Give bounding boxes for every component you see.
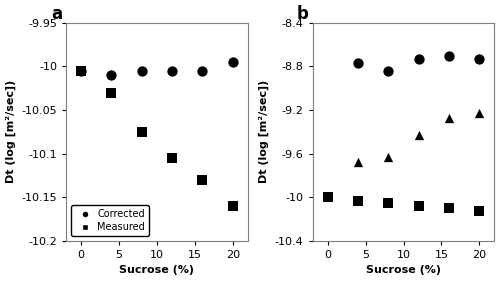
Point (414, 56, 422, 61)
Text: a: a (52, 5, 62, 23)
Point (354, 61, 362, 65)
Legend: Corrected, Measured: Corrected, Measured (71, 205, 149, 236)
Point (198, 178, 206, 182)
Y-axis label: Dt (log [m²/sec]): Dt (log [m²/sec]) (6, 80, 16, 183)
Point (476, 56, 484, 61)
Point (108, 73, 116, 78)
Point (384, 69, 392, 73)
Point (354, 198, 362, 203)
Point (138, 69, 146, 73)
Point (138, 130, 146, 134)
Point (77, 69, 85, 73)
Point (354, 160, 362, 165)
Point (228, 204, 236, 208)
Point (384, 155, 392, 159)
Point (414, 133, 422, 137)
Point (324, 195, 332, 200)
Point (108, 90, 116, 95)
Point (384, 200, 392, 205)
Y-axis label: Dt (log [m²/sec]): Dt (log [m²/sec]) (259, 80, 270, 183)
Point (445, 115, 453, 120)
Point (168, 69, 176, 73)
Point (445, 206, 453, 210)
Point (476, 111, 484, 115)
Point (168, 156, 176, 160)
Point (198, 69, 206, 73)
Point (445, 53, 453, 58)
Point (228, 60, 236, 64)
X-axis label: Sucrose (%): Sucrose (%) (120, 266, 194, 275)
Point (414, 204, 422, 208)
Point (476, 209, 484, 214)
Point (77, 69, 85, 73)
Text: b: b (297, 5, 309, 23)
X-axis label: Sucrose (%): Sucrose (%) (366, 266, 441, 275)
